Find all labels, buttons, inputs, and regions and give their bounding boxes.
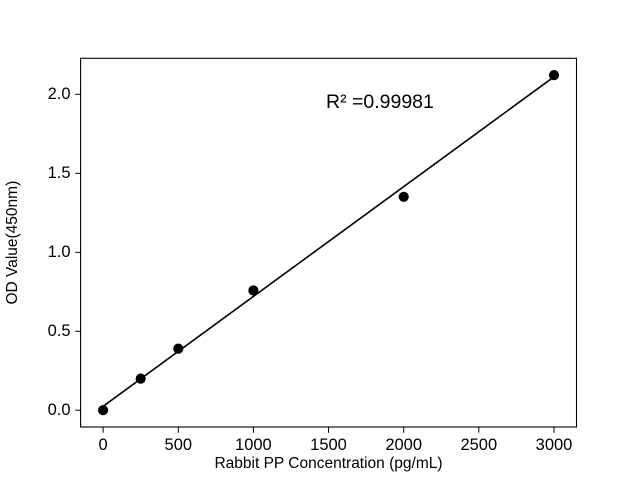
svg-text:500: 500 bbox=[165, 436, 193, 454]
svg-text:OD Value(450nm): OD Value(450nm) bbox=[4, 181, 21, 305]
svg-text:3000: 3000 bbox=[536, 436, 573, 454]
svg-text:2500: 2500 bbox=[460, 436, 497, 454]
svg-text:2000: 2000 bbox=[385, 436, 422, 454]
svg-text:1.5: 1.5 bbox=[48, 164, 71, 182]
svg-text:0: 0 bbox=[99, 436, 108, 454]
svg-text:1.0: 1.0 bbox=[48, 243, 71, 261]
svg-text:0.0: 0.0 bbox=[48, 401, 71, 419]
svg-text:2.0: 2.0 bbox=[48, 85, 71, 103]
svg-text:0.5: 0.5 bbox=[48, 322, 71, 340]
svg-text:Rabbit PP Concentration (pg/mL: Rabbit PP Concentration (pg/mL) bbox=[214, 455, 442, 472]
svg-text:1000: 1000 bbox=[235, 436, 272, 454]
svg-text:R² =0.99981: R² =0.99981 bbox=[326, 91, 434, 113]
svg-text:1500: 1500 bbox=[310, 436, 347, 454]
